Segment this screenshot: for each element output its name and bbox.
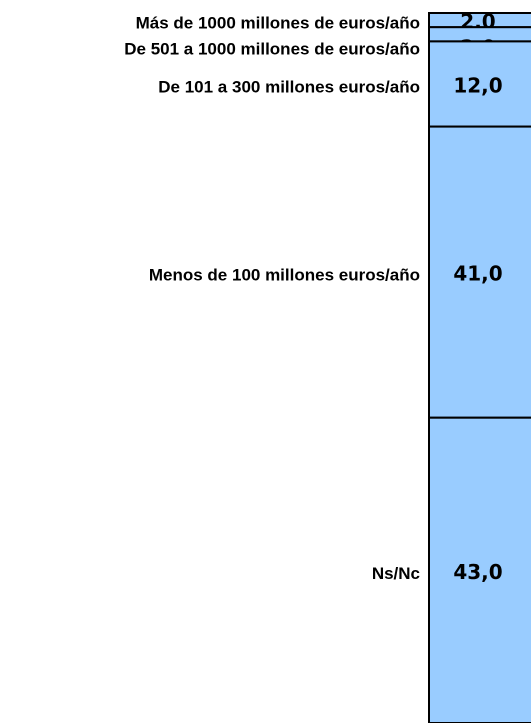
category-label: De 501 a 1000 millones de euros/año <box>124 40 420 59</box>
category-label: Ns/Nc <box>372 564 420 583</box>
value-label: 12,0 <box>453 74 502 98</box>
category-label: Menos de 100 millones euros/año <box>149 266 420 285</box>
value-label: 41,0 <box>453 262 502 286</box>
bar-segment <box>428 125 531 419</box>
category-label: Más de 1000 millones de euros/año <box>136 14 420 33</box>
category-label: De 101 a 300 millones euros/año <box>158 77 420 96</box>
bar-segment <box>428 416 531 723</box>
value-label: 43,0 <box>453 560 502 584</box>
